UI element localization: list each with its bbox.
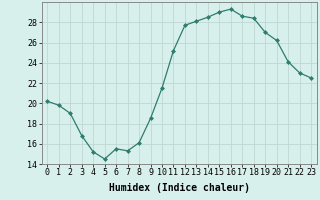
X-axis label: Humidex (Indice chaleur): Humidex (Indice chaleur) [109,183,250,193]
